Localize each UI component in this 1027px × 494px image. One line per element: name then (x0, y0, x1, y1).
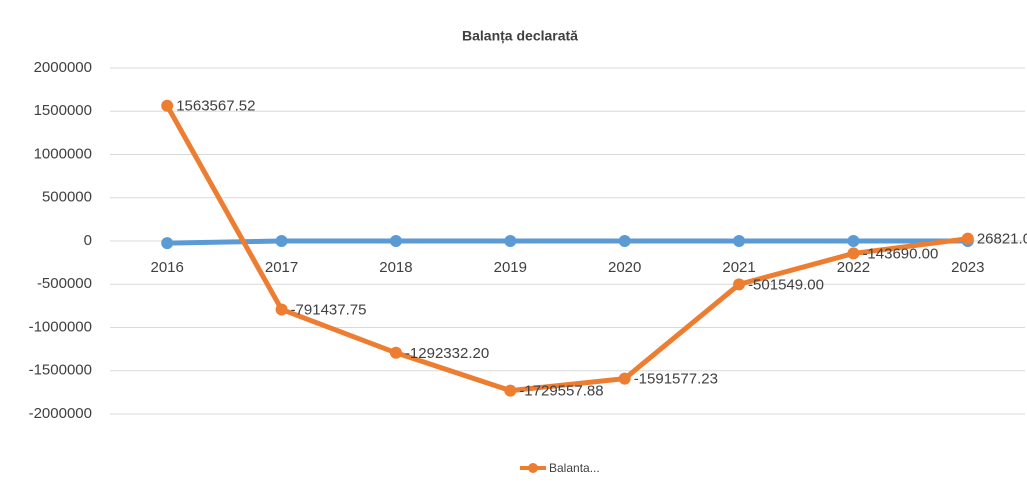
legend-marker (528, 463, 538, 473)
series-marker (504, 384, 517, 397)
data-label: -143690.00 (862, 245, 938, 262)
y-tick-label: 1000000 (34, 145, 92, 162)
y-tick-label: -1500000 (29, 362, 92, 379)
y-tick-label: 2000000 (34, 59, 92, 76)
y-tick-label: 1500000 (34, 102, 92, 119)
chart-title: Balanța declarată (462, 28, 578, 44)
x-tick-label: 2021 (722, 259, 755, 276)
series-marker (847, 247, 860, 260)
y-tick-label: -500000 (37, 275, 92, 292)
legend-label: Balanta... (549, 461, 600, 475)
x-tick-label: 2016 (151, 259, 184, 276)
series-marker (389, 235, 402, 247)
x-tick-label: 2022 (837, 259, 870, 276)
x-tick-label: 2019 (494, 259, 527, 276)
series-marker (618, 235, 631, 247)
series-line (165, 104, 969, 394)
series-marker (389, 346, 402, 359)
x-tick-label: 2023 (951, 259, 984, 276)
data-label: -1292332.20 (405, 345, 489, 362)
x-tick-label: 2018 (379, 259, 412, 276)
series-marker (847, 235, 860, 247)
data-label: -791437.75 (291, 301, 367, 318)
y-tick-label: -2000000 (29, 405, 92, 422)
y-tick-label: 0 (84, 232, 92, 249)
y-tick-label: -1000000 (29, 318, 92, 335)
data-label: 1563567.52 (176, 98, 255, 115)
series-marker (161, 237, 174, 250)
series-marker (275, 235, 288, 247)
data-label: -1591577.23 (634, 371, 718, 388)
series-marker (504, 235, 517, 247)
series-marker (161, 99, 174, 112)
series-marker (275, 303, 288, 316)
data-label: -1729557.88 (519, 383, 603, 400)
y-tick-label: 500000 (42, 189, 92, 206)
data-label: -501549.00 (748, 276, 824, 293)
series-marker (961, 232, 974, 245)
series-marker (733, 235, 746, 247)
data-label: 26821.0 (977, 231, 1027, 248)
series-line (167, 238, 968, 246)
series-marker (733, 278, 746, 291)
x-tick-label: 2020 (608, 259, 641, 276)
x-tick-label: 2017 (265, 259, 298, 276)
series-marker (618, 372, 631, 385)
